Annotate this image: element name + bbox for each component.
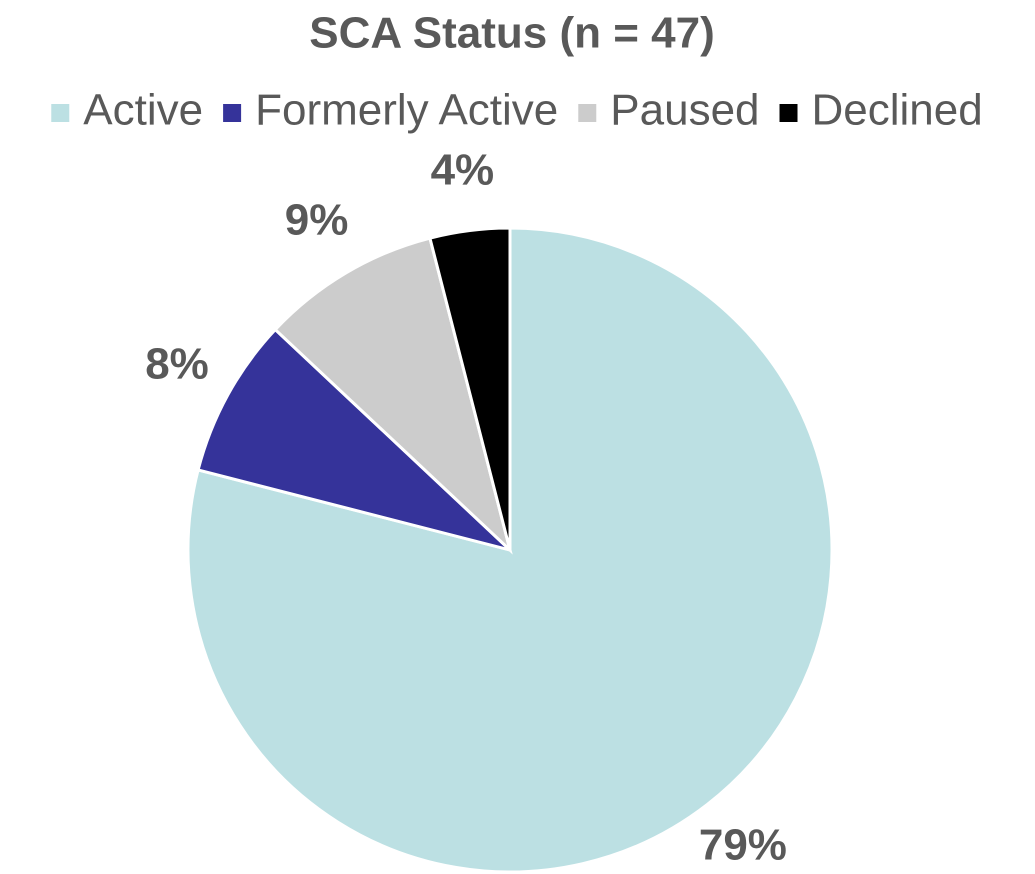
legend-label: Formerly Active <box>255 86 558 135</box>
legend-label: Active <box>83 86 203 135</box>
legend: Active Formerly Active Paused Declined <box>51 86 983 135</box>
pie-slice <box>273 236 513 555</box>
data-label: 79% <box>699 821 787 870</box>
data-label: 8% <box>145 340 209 389</box>
legend-label: Declined <box>812 86 983 135</box>
chart-title: SCA Status (n = 47) <box>309 9 714 58</box>
legend-swatch <box>578 104 597 122</box>
pie-slice <box>196 327 512 552</box>
data-label: 9% <box>285 196 349 245</box>
legend-swatch <box>51 104 70 122</box>
legend-swatch <box>779 104 798 122</box>
legend-label: Paused <box>610 86 759 135</box>
legend-swatch <box>223 104 242 122</box>
pie-slice <box>428 226 512 551</box>
data-label: 4% <box>431 146 495 195</box>
